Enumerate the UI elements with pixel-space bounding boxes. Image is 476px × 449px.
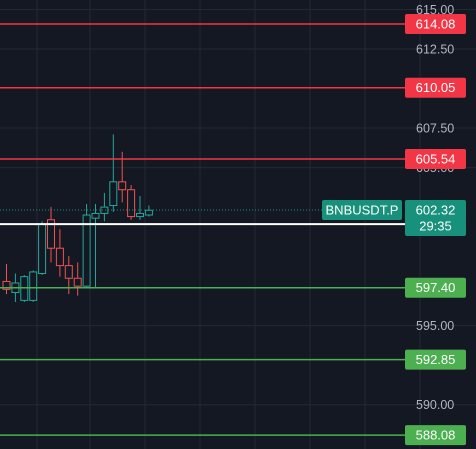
level-tag-bg (405, 77, 466, 98)
level-tag-support: 588.08 (405, 425, 466, 446)
candle-body (38, 224, 47, 275)
candle (91, 203, 100, 288)
countdown-label: 29:35 (419, 218, 452, 233)
price-levels (0, 23, 405, 436)
candle (136, 196, 144, 220)
candle-body (100, 206, 109, 214)
candle-body (55, 247, 64, 267)
level-tag-support: 597.40 (405, 277, 466, 298)
level-tag-label: 605.54 (416, 152, 456, 167)
candles (2, 134, 153, 302)
level-tag-bg (405, 14, 466, 35)
symbol-label: BNBUSDT.P (326, 202, 399, 217)
candle (2, 264, 11, 295)
candle (100, 192, 109, 222)
last-price-bg (405, 199, 466, 236)
level-tag-label: 614.08 (416, 17, 456, 32)
candle-body (127, 189, 136, 218)
level-tag-label: 610.05 (416, 80, 456, 95)
y-tick-label: 595.00 (416, 319, 454, 333)
level-tag-bg (405, 425, 466, 446)
candle-body (64, 265, 73, 279)
level-tag-bg (405, 349, 466, 370)
candle (82, 203, 91, 288)
candle-body (136, 212, 144, 218)
candle (20, 275, 29, 302)
candle-body (91, 212, 100, 219)
candle-body (118, 181, 127, 191)
symbol-tag-bg (322, 199, 402, 220)
candle-body (20, 276, 29, 301)
y-tick-label: 607.50 (416, 122, 454, 136)
level-tag-bg (405, 277, 466, 298)
candle-body (82, 214, 91, 287)
y-tick-label: 615.00 (416, 3, 454, 17)
candle-body (29, 271, 38, 301)
level-tag-label: 588.08 (416, 428, 456, 443)
candle-body (109, 181, 118, 207)
candle-body (73, 277, 82, 287)
level-tag-label: 597.40 (416, 280, 456, 295)
y-tick-label: 590.00 (416, 398, 454, 412)
level-tag-bg (405, 149, 466, 170)
candle (127, 184, 136, 220)
candle (38, 221, 47, 276)
candle (29, 270, 38, 302)
candle (73, 262, 82, 296)
y-tick-label: 612.50 (416, 43, 454, 57)
price-tags: 614.08610.05605.54601.42597.40592.85588.… (322, 14, 466, 446)
candle (47, 207, 55, 263)
candle (144, 205, 153, 217)
candle-body (2, 280, 11, 290)
level-tag-resistance: 610.05 (405, 77, 466, 98)
symbol-tag[interactable]: BNBUSDT.P (322, 199, 402, 220)
level-tag-support: 592.85 (405, 349, 466, 370)
candle-body (47, 219, 55, 249)
level-tag-label: 592.85 (416, 352, 456, 367)
level-tag-resistance: 605.54 (405, 149, 466, 170)
candle (109, 134, 118, 212)
last-price-label: 602.32 (416, 202, 456, 217)
candle (55, 229, 64, 277)
candle (118, 151, 127, 203)
candle-body (144, 209, 153, 216)
level-tag-resistance: 614.08 (405, 14, 466, 35)
